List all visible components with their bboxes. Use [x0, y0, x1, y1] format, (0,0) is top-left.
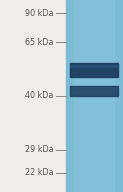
- Text: 90 kDa: 90 kDa: [25, 9, 54, 18]
- Bar: [70, 65, 118, 67]
- Bar: [66, 0, 123, 192]
- Text: 22 kDa: 22 kDa: [25, 168, 54, 177]
- Bar: [74, 0, 114, 192]
- Bar: [70, 86, 118, 97]
- Text: 65 kDa: 65 kDa: [25, 38, 54, 47]
- Text: 40 kDa: 40 kDa: [25, 92, 54, 100]
- Text: 29 kDa: 29 kDa: [25, 145, 54, 154]
- Bar: [70, 63, 118, 77]
